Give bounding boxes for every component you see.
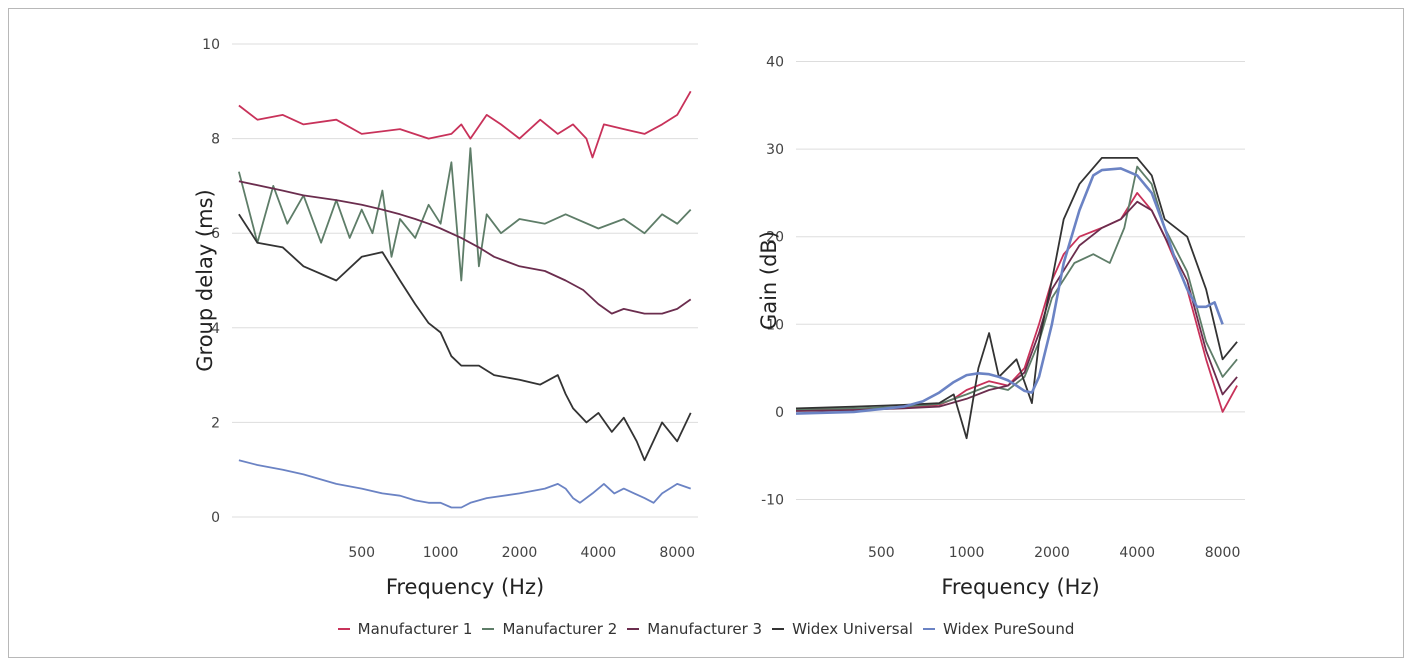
y-tick-label: 8: [211, 132, 220, 148]
x-tick-label: 8000: [659, 545, 695, 561]
x-tick-label: 8000: [1205, 545, 1241, 561]
legend-swatch-icon: [922, 628, 935, 630]
series-line-manufacturer-2: [795, 165, 1238, 411]
legend-item-manufacturer-2: Manufacturer 2: [482, 620, 617, 638]
y-tick-label: 30: [766, 142, 784, 158]
x-axis-title: Frequency (Hz): [941, 575, 1099, 599]
y-tick-label: 10: [766, 317, 784, 333]
series-line-manufacturer-3: [238, 180, 692, 315]
legend-swatch-icon: [337, 628, 350, 630]
x-tick-label: 4000: [581, 545, 617, 561]
series-line-manufacturer-3: [795, 200, 1238, 412]
legend-item-manufacturer-3: Manufacturer 3: [627, 620, 762, 638]
y-axis-title: Gain (dB): [757, 231, 781, 330]
y-tick-label: 20: [766, 230, 784, 246]
y-tick-label: 40: [766, 55, 784, 71]
series-line-manufacturer-2: [238, 147, 692, 282]
x-tick-label: 500: [348, 545, 375, 561]
legend-item-widex-puresound: Widex PureSound: [922, 620, 1075, 638]
y-tick-label: 0: [775, 405, 784, 421]
legend-item-widex-universal: Widex Universal: [772, 620, 913, 638]
series-line-widex-universal: [795, 156, 1238, 440]
legend-swatch-icon: [772, 628, 785, 630]
x-tick-label: 2000: [1034, 545, 1070, 561]
y-tick-label: -10: [761, 492, 784, 508]
x-tick-label: 1000: [949, 545, 985, 561]
legend-label: Widex PureSound: [942, 620, 1075, 638]
x-tick-label: 4000: [1119, 545, 1155, 561]
group-delay-chart: 0 2 4 6 8 10 500 1000 2000 4000 8000 Frequency (Hz)…: [193, 37, 698, 599]
legend-label: Manufacturer 3: [647, 620, 763, 638]
y-tick-label: 2: [211, 415, 220, 431]
series-line-widex-puresound: [795, 167, 1224, 415]
x-tick-label: 2000: [502, 545, 538, 561]
series-line-manufacturer-1: [238, 90, 692, 159]
legend-swatch-icon: [482, 628, 495, 630]
legend: Manufacturer 1 Manufacturer 2 Manufactur…: [0, 620, 1412, 638]
legend-label: Manufacturer 1: [357, 620, 473, 638]
y-tick-label: 10: [202, 37, 220, 53]
y-tick-label: 0: [211, 510, 220, 526]
y-tick-label: 6: [211, 226, 220, 242]
gain-chart: -10 0 10 20 30 40 500 1000 2000 4000 8000 Frequency…: [757, 55, 1245, 599]
y-axis-title: Group delay (ms): [193, 189, 217, 371]
x-tick-label: 500: [868, 545, 895, 561]
x-tick-label: 1000: [423, 545, 459, 561]
y-tick-label: 4: [211, 321, 220, 337]
legend-item-manufacturer-1: Manufacturer 1: [337, 620, 473, 638]
series-line-widex-puresound: [238, 459, 691, 509]
legend-swatch-icon: [627, 628, 640, 630]
x-axis-title: Frequency (Hz): [386, 575, 544, 599]
legend-label: Manufacturer 2: [502, 620, 618, 638]
series-line-widex-universal: [238, 213, 692, 462]
legend-label: Widex Universal: [792, 620, 913, 638]
figure-frame: [8, 8, 1404, 658]
